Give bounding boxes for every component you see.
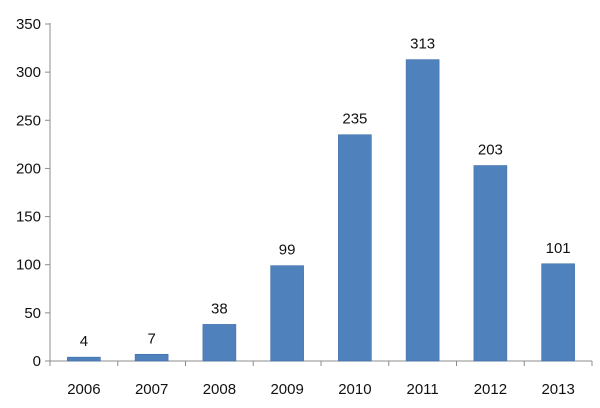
- x-tick-label-2009: 2009: [270, 381, 303, 398]
- bar-2006: [67, 356, 101, 362]
- data-label-2010: 235: [342, 111, 367, 128]
- y-tick-label: 50: [24, 305, 41, 322]
- data-label-2011: 313: [410, 36, 435, 53]
- data-label-2008: 38: [211, 300, 228, 317]
- y-tick-label: 300: [16, 64, 41, 81]
- y-tick-label: 0: [33, 353, 41, 370]
- bar-2011: [405, 59, 440, 362]
- data-label-2013: 101: [546, 240, 571, 257]
- x-tick-label-2007: 2007: [135, 381, 168, 398]
- y-axis: 0 50 100 150 200 250 300 350: [16, 16, 51, 370]
- bar-2009: [270, 265, 304, 362]
- data-label-2012: 203: [478, 142, 503, 159]
- bar-2012: [473, 165, 508, 362]
- bar-2013: [541, 263, 575, 362]
- x-tick-label-2008: 2008: [203, 381, 236, 398]
- bar-2007: [134, 353, 169, 362]
- data-label-2006: 4: [80, 333, 88, 350]
- data-label-2007: 7: [147, 330, 155, 347]
- x-tick-label-2010: 2010: [338, 381, 371, 398]
- x-tick-label-2012: 2012: [474, 381, 507, 398]
- bars: [67, 59, 575, 362]
- data-label-2009: 99: [279, 242, 296, 259]
- x-axis: 2006 2007 2008 2009 2010 2011 2012 2013: [49, 360, 593, 398]
- y-tick-label: 350: [16, 16, 41, 33]
- x-tick-label-2011: 2011: [406, 381, 438, 398]
- x-tick-label-2013: 2013: [541, 381, 574, 398]
- bar-2008: [202, 324, 237, 362]
- bar-2010: [338, 134, 372, 362]
- data-labels: 4 7 38 99 235 313 203 101: [80, 36, 571, 351]
- y-tick-label: 100: [16, 257, 41, 274]
- y-tick-label: 150: [16, 209, 41, 226]
- y-tick-label: 200: [16, 160, 41, 177]
- y-tick-label: 250: [16, 112, 41, 129]
- x-tick-label-2006: 2006: [67, 381, 100, 398]
